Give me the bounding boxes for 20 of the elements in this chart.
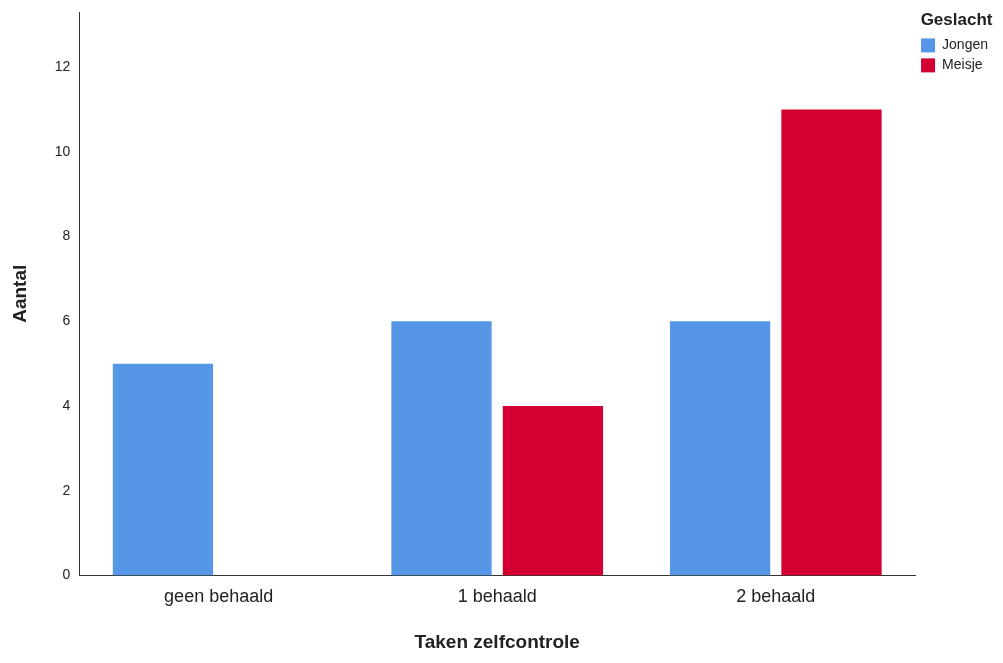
- x-tick-label: 1 behaald: [457, 586, 537, 607]
- bar: [502, 406, 604, 576]
- x-tick-label: geen behaald: [164, 586, 274, 607]
- bar: [781, 109, 882, 576]
- y-tick-label: 10: [54, 142, 71, 159]
- y-axis-title: Aantal: [8, 264, 30, 323]
- y-tick-label: 0: [62, 566, 71, 583]
- y-tick-label: 12: [54, 57, 71, 74]
- x-tick-label: 2 behaald: [736, 586, 816, 607]
- y-tick-label: 4: [62, 396, 71, 413]
- y-tick-label: 6: [62, 312, 71, 329]
- legend-title: Geslacht: [920, 10, 993, 30]
- y-tick-label: 8: [62, 227, 71, 244]
- y-tick-label: 2: [62, 481, 71, 498]
- legend-label: Meisje: [942, 56, 983, 73]
- bar: [669, 321, 771, 576]
- bar: [112, 363, 214, 576]
- x-axis-title: Taken zelfcontrole: [414, 630, 580, 652]
- bar: [391, 321, 492, 576]
- legend-label: Jongen: [942, 36, 989, 53]
